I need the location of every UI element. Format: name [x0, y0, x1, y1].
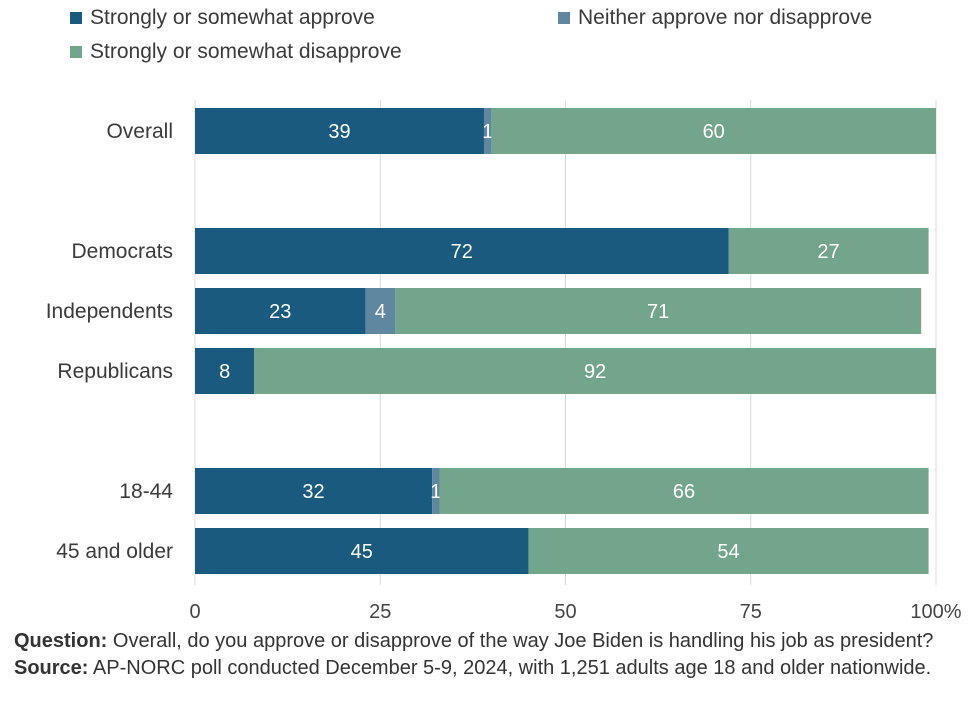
data-label: 72: [451, 241, 473, 263]
bar-segment: [195, 468, 433, 514]
bar-segment: [491, 108, 936, 154]
legend-label-neither: Neither approve nor disapprove: [578, 6, 873, 29]
data-label: 71: [647, 301, 669, 323]
bar-segment: [195, 288, 366, 334]
category-label: 18-44: [119, 480, 173, 503]
bar-segment: [728, 228, 929, 274]
data-label: 27: [817, 241, 839, 263]
bar-segment: [483, 108, 492, 154]
category-label: 45 and older: [56, 540, 173, 563]
x-tick-label: 25: [369, 601, 391, 623]
data-label: 60: [703, 121, 725, 143]
category-label: Republicans: [57, 360, 173, 383]
data-label: 66: [673, 481, 695, 503]
source-note: Source: AP-NORC poll conducted December …: [14, 655, 964, 682]
bar-segment: [195, 108, 484, 154]
stacked-bar-chart: 0 25 50 75 100% Overall 39 1 60 Democrats 72 27 Inde…: [46, 100, 962, 623]
bar-segment: [195, 348, 255, 394]
bar-segment: [195, 528, 529, 574]
bar-segment: [254, 348, 936, 394]
data-label: 1: [430, 481, 441, 503]
data-label: 4: [375, 301, 386, 323]
x-tick-label: 50: [554, 601, 576, 623]
data-label: 8: [219, 361, 230, 383]
legend-item-neither: Neither approve nor disapprove: [558, 6, 872, 30]
legend-label-disapprove: Strongly or somewhat disapprove: [90, 40, 402, 63]
bar-segment: [528, 528, 929, 574]
data-label: 92: [584, 361, 606, 383]
data-label: 32: [302, 481, 324, 503]
bar-segment: [432, 468, 440, 514]
legend-swatch-neither: [558, 12, 570, 24]
category-label: Overall: [106, 120, 173, 143]
legend-swatch-disapprove: [70, 46, 82, 58]
data-label: 54: [717, 541, 739, 563]
question-label: Question:: [14, 630, 108, 652]
bar-segment: [395, 288, 922, 334]
bar-segment: [439, 468, 929, 514]
x-tick-label: 0: [189, 601, 200, 623]
source-text: AP-NORC poll conducted December 5-9, 202…: [92, 657, 932, 679]
legend-swatch-approve: [70, 12, 82, 24]
x-tick-label: 75: [740, 601, 762, 623]
question-note: Question: Overall, do you approve or dis…: [14, 628, 964, 655]
legend-item-disapprove: Strongly or somewhat disapprove: [70, 40, 402, 64]
question-text: Overall, do you approve or disapprove of…: [112, 630, 934, 652]
data-label: 39: [328, 121, 350, 143]
data-label: 23: [269, 301, 291, 323]
legend-item-approve: Strongly or somewhat approve: [70, 6, 375, 30]
source-label: Source:: [14, 657, 89, 679]
data-label: 1: [482, 121, 493, 143]
data-label: 45: [351, 541, 373, 563]
legend-label-approve: Strongly or somewhat approve: [90, 6, 375, 29]
x-tick-label: 100%: [910, 601, 961, 623]
bar-segment: [195, 228, 729, 274]
chart-legend: Strongly or somewhat approve Neither app…: [0, 0, 980, 80]
chart-footer: Question: Overall, do you approve or dis…: [14, 628, 964, 682]
category-label: Democrats: [71, 240, 173, 263]
bar-segment: [365, 288, 396, 334]
category-label: Independents: [46, 300, 173, 323]
